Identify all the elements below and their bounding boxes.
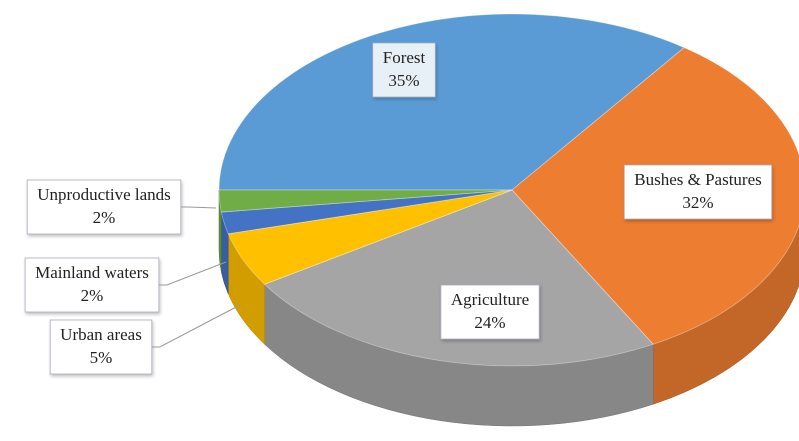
label-category: Unproductive lands xyxy=(37,185,171,204)
label-value: 32% xyxy=(682,193,713,212)
label-value: 24% xyxy=(474,313,505,332)
label-category: Mainland waters xyxy=(35,263,149,282)
label-value: 2% xyxy=(81,286,104,305)
label-box xyxy=(24,257,160,313)
label-category: Urban areas xyxy=(60,325,142,344)
data-label: Urban areas 5% xyxy=(49,319,153,375)
data-label: Unproductive lands 2% xyxy=(26,179,182,235)
label-value: 2% xyxy=(93,208,116,227)
leader-line xyxy=(180,206,217,209)
leader-line xyxy=(151,304,241,348)
label-category: Forest xyxy=(383,48,426,67)
label-value: 5% xyxy=(90,348,113,367)
data-label: Forest 35% xyxy=(372,42,436,98)
pie-slice xyxy=(218,13,685,191)
data-label: Agriculture 24% xyxy=(440,284,540,340)
label-box xyxy=(26,179,182,235)
label-category: Agriculture xyxy=(451,290,529,309)
label-box xyxy=(372,42,436,98)
data-label: Mainland waters 2% xyxy=(24,257,160,313)
pie-slice xyxy=(227,189,513,285)
pie-slice xyxy=(220,189,513,235)
label-category: Bushes & Pastures xyxy=(634,170,762,189)
pie-slice xyxy=(263,189,654,367)
label-box xyxy=(49,319,153,375)
pie-slice xyxy=(218,189,513,213)
label-value: 35% xyxy=(388,71,419,90)
label-box xyxy=(623,164,773,220)
leader-line xyxy=(158,261,227,286)
label-box xyxy=(440,284,540,340)
data-label: Bushes & Pastures 32% xyxy=(623,164,773,220)
